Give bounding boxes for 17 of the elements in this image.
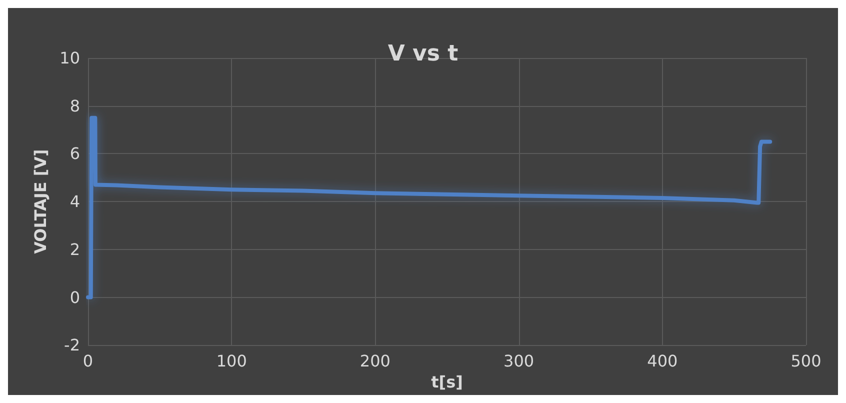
x-axis-title: t[s]: [431, 372, 463, 392]
y-tick-label: -2: [64, 336, 80, 355]
line-series: [86, 116, 772, 300]
y-axis-title: VOLTAJE [V]: [31, 149, 50, 254]
y-tick-label: 2: [70, 240, 80, 259]
x-tick-label: 300: [504, 352, 534, 371]
y-tick-label: 10: [60, 48, 80, 68]
x-tick-label: 0: [82, 352, 94, 371]
x-tick-label: 200: [360, 352, 390, 371]
x-tick-label: 400: [647, 352, 678, 371]
x-tick-label: 100: [216, 352, 247, 371]
y-tick-label: 8: [70, 96, 80, 116]
y-tick-label: 0: [70, 288, 80, 307]
y-tick-label: 4: [70, 192, 80, 212]
chart-title: V vs t: [388, 42, 459, 66]
x-tick-label: 500: [790, 352, 822, 371]
y-tick-label: 6: [70, 144, 80, 164]
